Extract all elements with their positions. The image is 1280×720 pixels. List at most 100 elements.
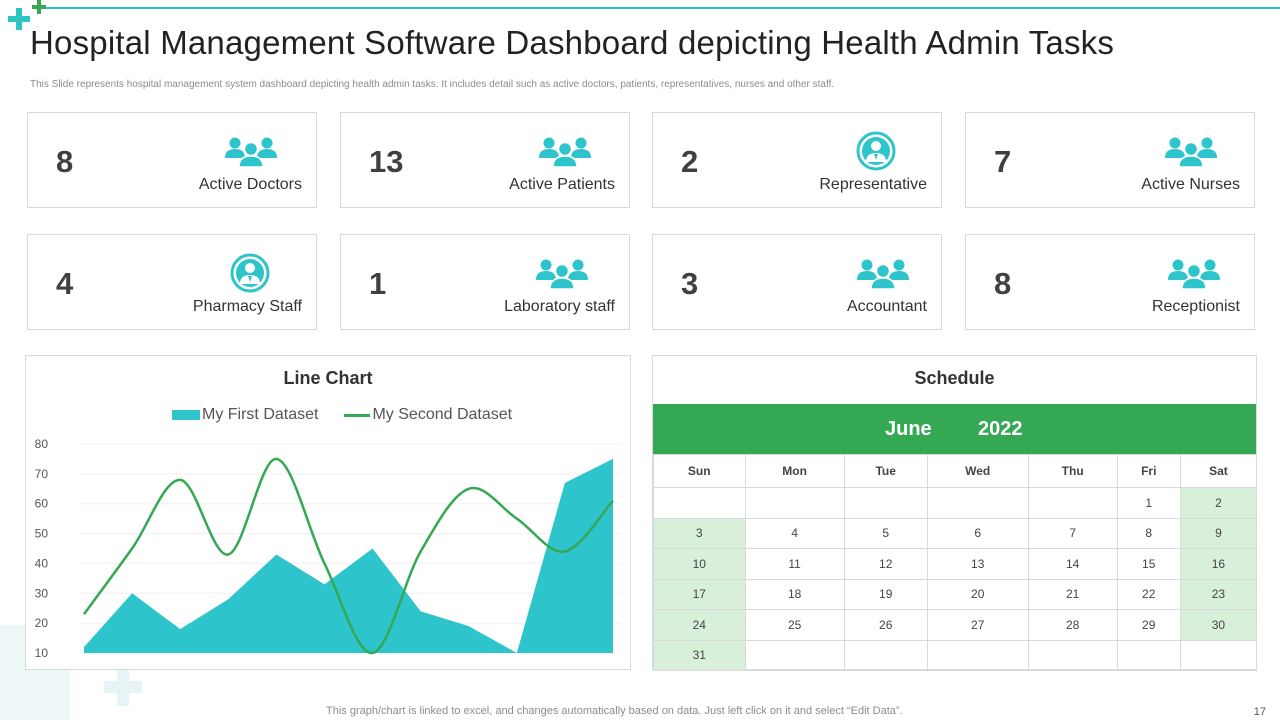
legend-label-second: My Second Dataset <box>372 406 513 423</box>
stat-card-pharmacy-staff: 4 Pharmacy Staff <box>27 234 317 330</box>
weekday-header: Sun <box>653 454 746 488</box>
calendar-day[interactable]: 1 <box>1116 487 1181 519</box>
y-tick-label: 50 <box>35 527 49 541</box>
calendar-day[interactable]: 26 <box>843 609 928 641</box>
series-line-second-dataset[interactable] <box>82 457 614 655</box>
group-icon <box>855 255 911 291</box>
calendar-year: 2022 <box>978 418 1023 440</box>
calendar-day[interactable]: 10 <box>653 548 746 580</box>
calendar-day[interactable]: 31 <box>653 639 746 671</box>
stat-label: Pharmacy Staff <box>192 298 302 315</box>
stat-label: Laboratory staff <box>504 298 615 315</box>
y-tick-label: 30 <box>35 586 49 600</box>
schedule-panel: Schedule June 2022 Sun Mon Tue Wed Thu Fri Sat… <box>652 355 1258 671</box>
stat-value: 7 <box>994 144 1012 179</box>
plus-small-icon <box>32 0 46 14</box>
group-icon <box>1166 255 1222 291</box>
calendar-day[interactable]: 11 <box>744 548 845 580</box>
calendar-week-row: 17 18 19 20 21 22 23 <box>653 578 1258 610</box>
calendar-day[interactable]: 25 <box>744 609 845 641</box>
calendar-day[interactable]: 30 <box>1179 609 1258 641</box>
calendar-day[interactable]: 13 <box>926 548 1029 580</box>
calendar-day[interactable]: 18 <box>744 578 845 610</box>
weekday-header: Thu <box>1027 454 1118 488</box>
stat-value: 8 <box>994 266 1012 301</box>
calendar-day[interactable]: 6 <box>926 517 1029 549</box>
calendar-month: June <box>885 418 932 440</box>
weekday-header: Wed <box>926 454 1029 488</box>
stat-value: 13 <box>369 144 404 179</box>
y-tick-label: 80 <box>35 437 49 451</box>
calendar-day[interactable]: 8 <box>1116 517 1181 549</box>
calendar-week-row: 31 <box>653 639 1258 671</box>
calendar-empty-cell <box>843 639 928 671</box>
legend-label-first: My First Dataset <box>202 406 319 423</box>
calendar-month-bar: June 2022 <box>653 404 1256 454</box>
calendar-day[interactable]: 9 <box>1179 517 1258 549</box>
calendar-day[interactable]: 23 <box>1179 578 1258 610</box>
calendar-grid: Sun Mon Tue Wed Thu Fri Sat 1 2 3 4 5 6 7 8 9 10 11 12 13 1… <box>653 454 1258 671</box>
stat-label: Active Doctors <box>198 176 302 193</box>
calendar-day[interactable]: 4 <box>744 517 845 549</box>
calendar-day[interactable]: 29 <box>1116 609 1181 641</box>
stat-label: Representative <box>819 176 927 193</box>
calendar-day[interactable]: 20 <box>926 578 1029 610</box>
stat-card-representative: 2 Representative <box>652 112 942 208</box>
calendar-empty-cell <box>744 639 845 671</box>
calendar-day[interactable]: 27 <box>926 609 1029 641</box>
calendar-week-row: 10 11 12 13 14 15 16 <box>653 548 1258 580</box>
calendar-week-row: 24 25 26 27 28 29 30 <box>653 609 1258 641</box>
calendar-empty-cell <box>744 487 845 519</box>
stat-label: Accountant <box>846 298 927 315</box>
page-subtitle: This Slide represents hospital managemen… <box>30 79 835 90</box>
stat-label: Receptionist <box>1151 298 1240 315</box>
chart-plot: 10 20 30 40 50 60 70 80 <box>35 437 621 660</box>
chart-title: Line Chart <box>283 368 373 388</box>
calendar-day[interactable]: 22 <box>1116 578 1181 610</box>
calendar-empty-cell <box>1027 639 1118 671</box>
calendar-day[interactable]: 14 <box>1027 548 1118 580</box>
page-title: Hospital Management Software Dashboard d… <box>30 24 1115 61</box>
header-rule <box>34 7 1280 9</box>
calendar-day[interactable]: 15 <box>1116 548 1181 580</box>
footer-note: This graph/chart is linked to excel, and… <box>326 705 903 717</box>
calendar-day[interactable]: 19 <box>843 578 928 610</box>
series-area-first-dataset[interactable] <box>84 458 613 653</box>
legend-swatch-first <box>172 410 200 420</box>
stat-card-active-doctors: 8 Active Doctors <box>27 112 317 208</box>
calendar-day[interactable]: 17 <box>653 578 746 610</box>
plus-logo-icon <box>8 8 30 30</box>
stat-value: 8 <box>56 144 74 179</box>
calendar-day[interactable]: 12 <box>843 548 928 580</box>
page-number: 17 <box>1253 706 1266 718</box>
legend-swatch-second <box>344 413 371 417</box>
plus-watermark-icon <box>104 668 142 706</box>
calendar-empty-cell <box>1027 487 1118 519</box>
line-chart-panel[interactable]: Line Chart My First Dataset My Second Da… <box>25 355 631 670</box>
calendar-day[interactable]: 5 <box>843 517 928 549</box>
calendar-day[interactable]: 16 <box>1179 548 1258 580</box>
y-tick-label: 20 <box>35 616 49 630</box>
stat-card-active-nurses: 7 Active Nurses <box>965 112 1255 208</box>
group-icon <box>537 133 593 169</box>
y-tick-label: 70 <box>35 467 49 481</box>
calendar-day[interactable]: 7 <box>1027 517 1118 549</box>
stat-card-laboratory-staff: 1 Laboratory staff <box>340 234 630 330</box>
y-tick-label: 10 <box>35 646 49 660</box>
calendar-day[interactable]: 2 <box>1179 487 1258 519</box>
calendar-empty-cell <box>1116 639 1181 671</box>
calendar-day[interactable]: 28 <box>1027 609 1118 641</box>
stat-value: 1 <box>369 266 387 301</box>
calendar-empty-cell <box>926 487 1029 519</box>
stat-value: 4 <box>56 266 74 301</box>
weekday-header: Sat <box>1179 454 1258 488</box>
group-icon <box>1163 133 1219 169</box>
stat-label: Active Nurses <box>1141 176 1240 193</box>
group-icon <box>534 255 590 291</box>
calendar-day[interactable]: 3 <box>653 517 746 549</box>
stat-value: 3 <box>681 266 699 301</box>
calendar-day[interactable]: 24 <box>653 609 746 641</box>
calendar-day[interactable]: 21 <box>1027 578 1118 610</box>
